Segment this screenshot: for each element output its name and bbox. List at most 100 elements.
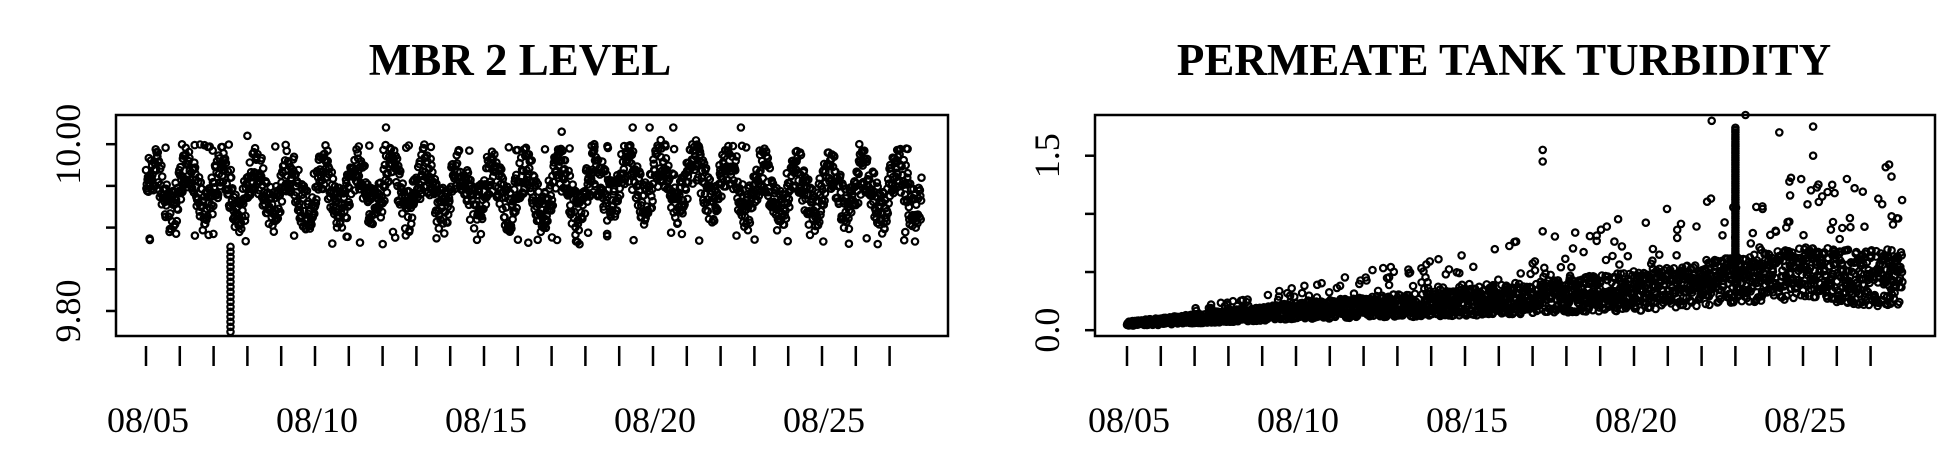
data-point [1692,222,1701,231]
data-point [1263,290,1273,300]
data-point [877,229,887,238]
data-point [543,216,552,226]
x-tick-label: 08/05 [1088,400,1170,440]
data-point [226,292,235,302]
data-point [1808,151,1818,161]
data-point [1718,231,1727,240]
data-point [1238,295,1248,305]
data-point [1785,191,1795,200]
data-point [1434,254,1443,264]
data-point [1836,247,1845,257]
data-point [1771,227,1781,237]
data-point [836,170,845,180]
data-point [171,229,181,239]
data-point [600,165,610,175]
data-point [1746,239,1756,248]
data-point [1340,273,1350,282]
data-point [226,277,235,287]
data-point [364,141,374,150]
data-point [1538,145,1548,155]
data-point [157,172,167,181]
data-point [1898,277,1907,287]
data-point [228,184,237,193]
data-point [1897,251,1907,260]
data-point [1538,157,1548,166]
data-point [350,186,360,195]
data-point [1835,234,1845,244]
data-point [1655,250,1664,260]
data-point [1510,237,1519,247]
data-point [1775,256,1785,265]
data-point [151,166,161,175]
data-point [328,174,338,184]
data-point [277,197,287,206]
data-point [1361,273,1371,282]
data-point [1877,199,1887,209]
data-point [1641,218,1651,228]
data-point [378,239,388,249]
data-point [226,317,235,327]
data-point [1316,299,1325,308]
data-point [1350,297,1360,307]
x-tick-label: 08/20 [614,400,696,440]
data-point [752,195,762,205]
data-point [1304,291,1314,301]
data-point [854,169,863,179]
data-point [583,228,593,238]
data-point [1636,277,1645,287]
data-point [615,190,625,200]
data-point [527,156,537,165]
data-point [1811,292,1820,302]
data-point [426,142,436,152]
data-point [226,287,235,297]
data-point [540,145,550,154]
data-point [1560,284,1570,293]
data-point [226,267,235,277]
data-point [1233,301,1242,311]
data-point [781,214,791,223]
chart-title: PERMEATE TANK TURBIDITY [1177,35,1831,85]
data-point [220,154,230,164]
data-point [323,146,332,156]
data-point [190,231,200,240]
data-point [1782,223,1791,232]
data-point [226,327,235,337]
y-tick-label: 1.5 [1027,133,1067,178]
data-point [1731,123,1740,133]
data-point [588,167,598,177]
data-point [1648,244,1658,254]
data-point [432,234,441,243]
data-point [218,142,227,152]
data-point [1248,308,1258,317]
data-point [1720,218,1729,227]
data-point [731,156,741,166]
data-point [829,152,839,161]
data-point [1629,267,1639,276]
data-point [903,168,913,178]
data-point [862,234,872,243]
x-axis: 08/05 08/10 08/15 08/20 08/25 [107,346,891,440]
data-point [1352,311,1362,321]
data-point [1458,288,1468,297]
data-point [1404,268,1414,278]
data-point [803,175,813,184]
data-point [377,207,387,217]
data-point [903,144,912,154]
data-point [729,176,739,185]
data-point [1838,223,1847,233]
data-point [166,209,175,218]
data-point [209,201,218,211]
data-point [732,152,741,161]
data-point [1884,253,1893,263]
data-point [270,142,280,151]
data-point [904,202,914,212]
data-point [294,199,304,208]
data-point [728,141,738,151]
data-point [730,166,740,175]
data-point [337,223,347,232]
data-point [281,140,291,150]
data-point [1658,272,1668,282]
data-point [750,235,759,244]
data-point [1610,274,1620,283]
data-point [1408,281,1418,291]
